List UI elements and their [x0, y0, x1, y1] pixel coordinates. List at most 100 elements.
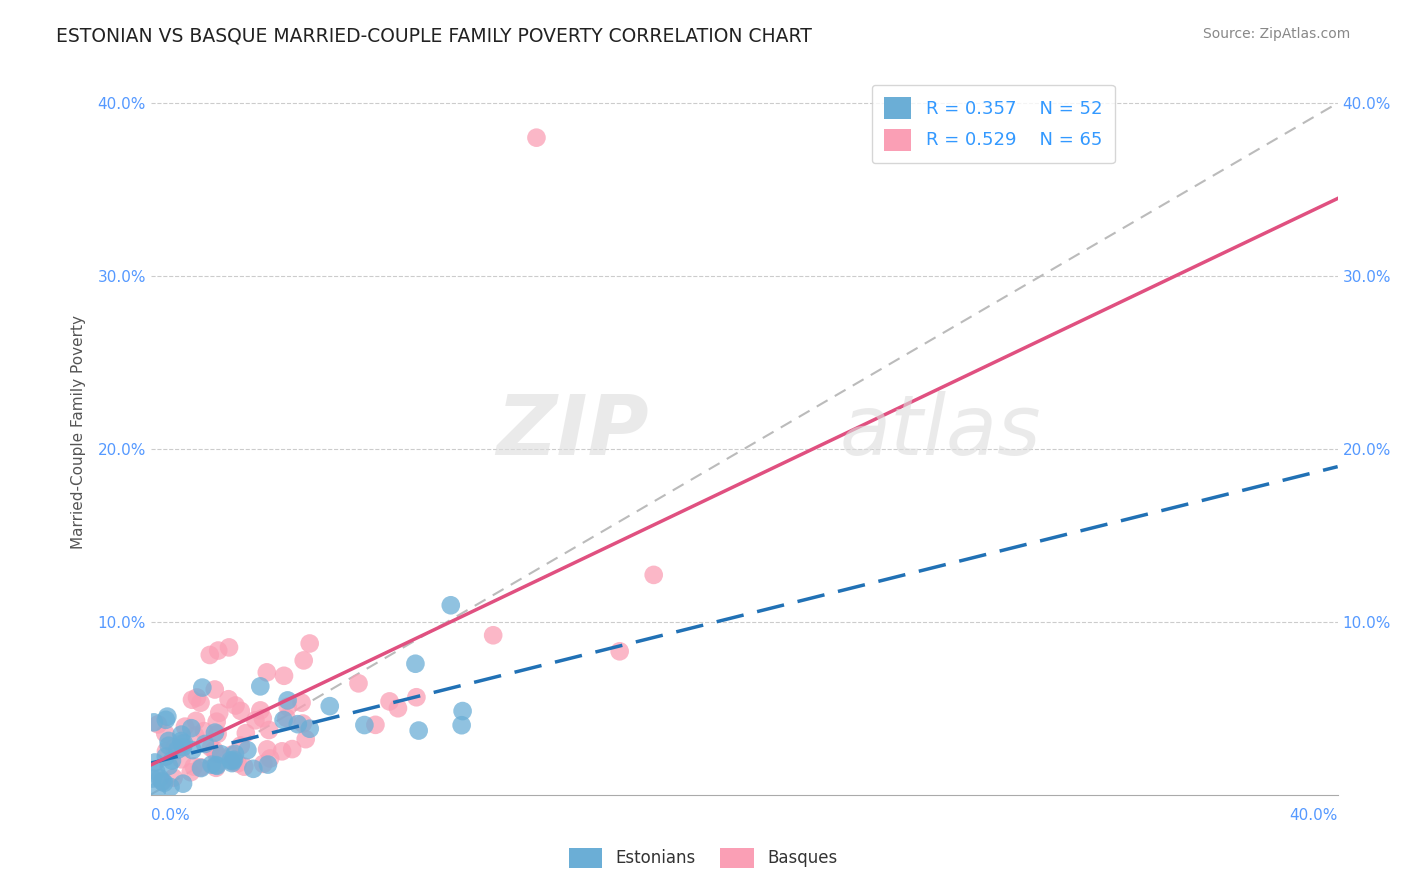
Point — [450, 718, 472, 732]
Point — [294, 732, 316, 747]
Point — [252, 756, 274, 771]
Point — [157, 759, 180, 773]
Point — [162, 771, 184, 785]
Point — [205, 758, 228, 772]
Point — [202, 743, 225, 757]
Point — [207, 727, 229, 741]
Point — [290, 696, 312, 710]
Point — [222, 753, 245, 767]
Point — [198, 648, 221, 662]
Point — [194, 737, 217, 751]
Point — [149, 771, 172, 785]
Point — [298, 722, 321, 736]
Point — [190, 761, 212, 775]
Point — [259, 751, 281, 765]
Point — [287, 717, 309, 731]
Legend: Estonians, Basques: Estonians, Basques — [562, 841, 844, 875]
Point — [181, 692, 204, 706]
Point — [180, 765, 202, 780]
Point — [163, 740, 186, 755]
Point — [170, 734, 193, 748]
Point — [378, 694, 401, 708]
Point — [205, 714, 228, 729]
Text: 40.0%: 40.0% — [1289, 808, 1337, 823]
Point — [387, 701, 409, 715]
Point — [277, 699, 299, 714]
Point — [205, 761, 228, 775]
Point — [218, 640, 240, 655]
Point — [204, 725, 226, 739]
Point — [319, 699, 342, 714]
Point — [146, 717, 169, 731]
Point — [145, 764, 167, 779]
Point — [347, 676, 370, 690]
Point — [181, 743, 204, 757]
Point — [155, 749, 177, 764]
Point — [256, 665, 278, 680]
Point — [191, 681, 214, 695]
Point — [224, 698, 246, 713]
Point — [180, 721, 202, 735]
Point — [609, 644, 631, 658]
Point — [281, 742, 304, 756]
Point — [643, 568, 665, 582]
Point — [155, 713, 177, 727]
Point — [157, 734, 180, 748]
Point — [209, 747, 232, 762]
Text: atlas: atlas — [839, 391, 1040, 472]
Point — [155, 744, 177, 758]
Point — [249, 703, 271, 717]
Point — [174, 720, 197, 734]
Point — [249, 679, 271, 693]
Point — [242, 762, 264, 776]
Point — [160, 754, 183, 768]
Point — [204, 682, 226, 697]
Point — [273, 713, 295, 727]
Text: Source: ZipAtlas.com: Source: ZipAtlas.com — [1202, 27, 1350, 41]
Point — [364, 718, 387, 732]
Point — [256, 742, 278, 756]
Point — [404, 657, 426, 671]
Point — [226, 756, 249, 771]
Point — [142, 772, 165, 786]
Point — [224, 747, 246, 761]
Point — [193, 724, 215, 739]
Point — [221, 747, 243, 762]
Legend: R = 0.357    N = 52, R = 0.529    N = 65: R = 0.357 N = 52, R = 0.529 N = 65 — [872, 85, 1115, 163]
Point — [205, 759, 228, 773]
Point — [257, 757, 280, 772]
Text: 0.0%: 0.0% — [150, 808, 190, 823]
Point — [150, 774, 173, 789]
Point — [205, 747, 228, 761]
Point — [440, 599, 463, 613]
Point — [153, 776, 176, 790]
Point — [408, 723, 430, 738]
Point — [183, 759, 205, 773]
Point — [236, 743, 259, 757]
Point — [173, 736, 195, 750]
Point — [245, 714, 267, 728]
Point — [451, 704, 474, 718]
Point — [233, 759, 256, 773]
Y-axis label: Married-Couple Family Poverty: Married-Couple Family Poverty — [72, 315, 86, 549]
Point — [159, 780, 181, 794]
Point — [190, 696, 212, 710]
Point — [218, 692, 240, 706]
Point — [170, 737, 193, 751]
Point — [156, 709, 179, 723]
Point — [166, 743, 188, 757]
Point — [170, 752, 193, 766]
Point — [353, 718, 375, 732]
Point — [235, 726, 257, 740]
Point — [143, 756, 166, 770]
Point — [298, 636, 321, 650]
Point — [157, 739, 180, 753]
Point — [142, 715, 165, 730]
Point — [277, 693, 299, 707]
Point — [257, 723, 280, 737]
Point — [155, 726, 177, 740]
Point — [221, 754, 243, 768]
Point — [172, 777, 194, 791]
Point — [219, 754, 242, 768]
Text: ZIP: ZIP — [496, 391, 650, 472]
